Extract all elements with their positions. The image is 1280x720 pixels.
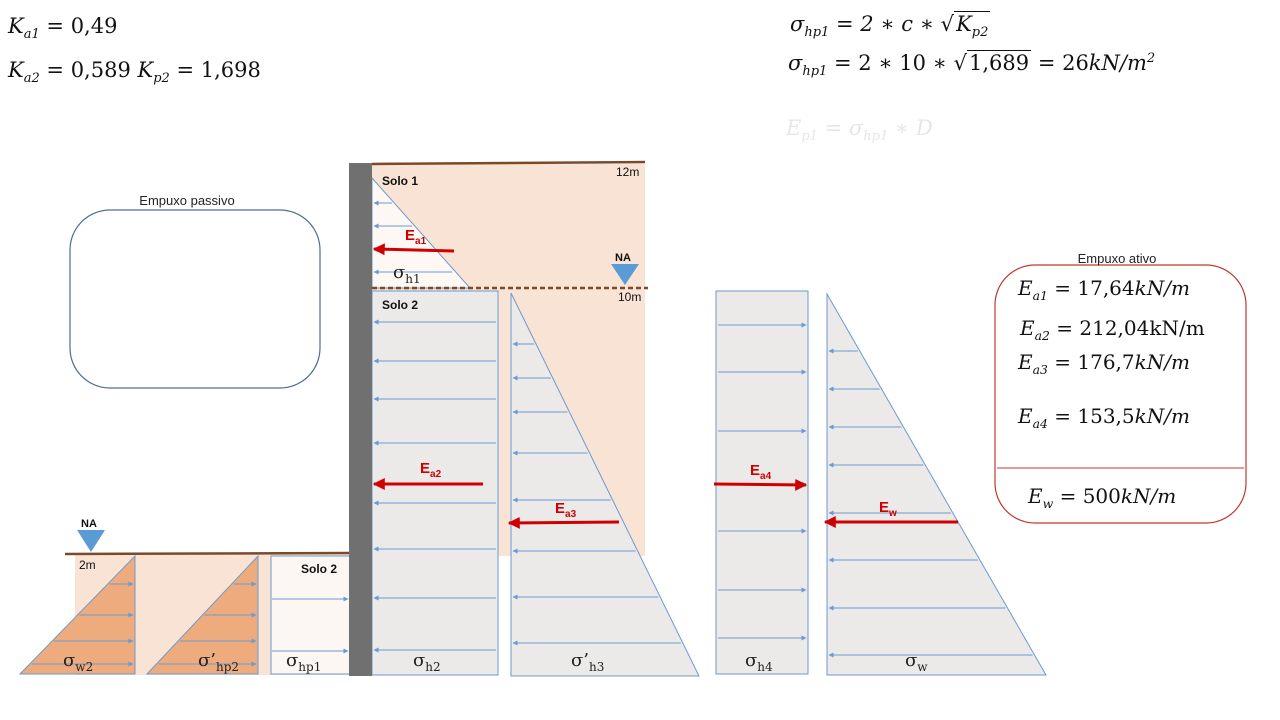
sigma-w2-arrows (31, 581, 134, 667)
ea4-arrow (713, 478, 808, 491)
sigma-w-diagram (826, 292, 1047, 676)
sigma-hp2-diagram (145, 554, 259, 675)
result-ew: Ew = 500kN/m (1028, 484, 1177, 511)
result-ea3: Ea3 = 176,7kN/m (1018, 350, 1190, 377)
sigma-hp1-label: σhp1 (286, 650, 321, 674)
sigma-h2-arrows (373, 319, 496, 653)
sigma-hp1-arrows (272, 596, 349, 654)
sigma-w-arrows (828, 348, 1033, 658)
sigma-h3-label: σ’h3 (571, 650, 604, 674)
sigma-h1-label: σh1 (393, 262, 421, 286)
ea3-label: Ea3 (555, 500, 577, 520)
passive-soil-region (75, 554, 350, 675)
ea3-arrow (507, 516, 620, 529)
na-triangle-left (77, 530, 105, 552)
sigma-hp2-label: σ’hp2 (198, 650, 239, 674)
ground-line-top (371, 160, 646, 166)
ea4-label: Ea4 (750, 462, 772, 482)
result-ea4: Ea4 = 153,5kN/m (1018, 404, 1190, 431)
solo1-label: Solo 1 (382, 174, 418, 188)
sigma-w-label: σw (905, 650, 928, 674)
result-ea1: Ea1 = 17,64kN/m (1018, 276, 1190, 303)
empuxo-passivo-box (69, 209, 321, 389)
ea1-label: Ea1 (405, 227, 427, 247)
ka2-kp2-equation: Ka2 = 0,589 Kp2 = 1,698 (8, 58, 261, 87)
retaining-wall (349, 163, 372, 676)
sigma-h4-arrows (718, 322, 807, 641)
ew-label: Ew (879, 499, 897, 519)
sigma-w2-diagram (18, 554, 136, 675)
sigma-h4-diagram (715, 290, 809, 675)
sigma-hp1-calculation: σhp1 = 2 ∗ 10 ∗ √1,689 = 26kN/m2 (788, 50, 1156, 80)
na-triangle-right (611, 264, 639, 285)
ep1-formula-faint: Ep1 = σhp1 ∗ D (786, 116, 933, 145)
sigma-h2-label: σh2 (413, 650, 441, 674)
active-soil-region (372, 164, 645, 556)
sigma-w2-label: σw2 (63, 650, 93, 674)
result-ea2: Ea2 = 212,04kN/m (1020, 316, 1205, 343)
na-label-right: NA (615, 252, 631, 264)
na-label-left: NA (81, 518, 97, 530)
ea2-label: Ea2 (420, 460, 442, 480)
sigma-hp1-diagram (270, 555, 351, 675)
empuxo-ativo-label: Empuxo ativo (1078, 251, 1157, 266)
depth-12m-label: 12m (616, 165, 639, 179)
sigma-h1-arrows (373, 200, 452, 275)
solo2-label-right: Solo 2 (382, 298, 418, 312)
sigma-h3-diagram (510, 292, 700, 677)
ea1-arrow (372, 243, 455, 256)
depth-10m-label: 10m (618, 290, 641, 304)
sigma-h3-arrows (512, 341, 681, 646)
sigma-hp2-arrows (158, 581, 257, 667)
sigma-hp1-formula: σhp1 = 2 ∗ c ∗ √Kp2 (790, 11, 991, 41)
ka1-equation: Ka1 = 0,49 (8, 14, 118, 43)
sigma-h1-diagram (371, 176, 472, 289)
empuxo-passivo-label: Empuxo passivo (139, 193, 234, 208)
sigma-h2-diagram (371, 290, 499, 676)
depth-2m-label: 2m (79, 558, 96, 572)
sigma-h4-label: σh4 (745, 650, 773, 674)
ground-line-left (64, 551, 351, 556)
solo2-label-left: Solo 2 (301, 562, 337, 576)
